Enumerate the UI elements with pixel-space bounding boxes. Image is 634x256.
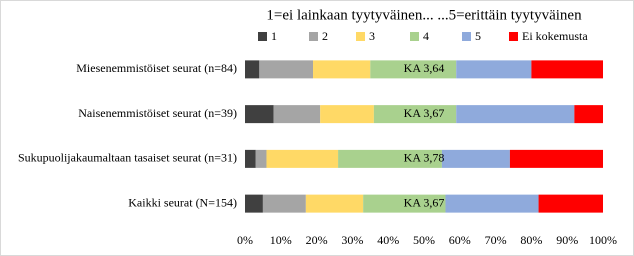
x-tick-label: 20% [306, 233, 328, 247]
legend-label: 2 [322, 29, 328, 43]
legend-swatch [509, 32, 518, 41]
bar-segment [445, 194, 539, 213]
bar-segment [363, 194, 446, 213]
x-tick-label: 10% [270, 233, 292, 247]
bar-segment [320, 105, 374, 124]
bar-segment [338, 149, 442, 168]
y-tick-label: Naisenemmistöiset seurat (n=39) [78, 106, 237, 120]
x-tick-label: 40% [377, 233, 399, 247]
bar-segment [259, 60, 314, 79]
legend-label: 5 [475, 29, 481, 43]
bar-segment [456, 60, 532, 79]
bar-segment [370, 60, 457, 79]
bar-annotation: KA 3,67 [404, 195, 445, 209]
bar-annotation: KA 3,78 [404, 151, 445, 165]
bar-segment [538, 194, 603, 213]
bar-segment [305, 194, 364, 213]
bar-segment [313, 60, 371, 79]
y-tick-label: Kaikki seurat (N=154) [128, 195, 237, 209]
bar-segment [255, 149, 267, 168]
legend-label: 1 [271, 29, 277, 43]
bar-segment [373, 105, 457, 124]
legend-swatch [309, 32, 318, 41]
y-tick-label: Sukupuolijakaumaltaan tasaiset seurat (n… [18, 151, 237, 165]
x-tick-label: 30% [341, 233, 363, 247]
bar-segment [456, 105, 575, 124]
bar-annotation: KA 3,67 [404, 106, 445, 120]
bar-annotation: KA 3,64 [404, 61, 445, 75]
legend-swatch [356, 32, 365, 41]
x-tick-label: 90% [556, 233, 578, 247]
bar-segment [574, 105, 603, 124]
bar-segment [531, 60, 603, 79]
bar-segment [509, 149, 603, 168]
legend-label: Ei kokemusta [522, 29, 588, 43]
bar-segment [245, 194, 263, 213]
legend-swatch [410, 32, 419, 41]
x-tick-label: 50% [413, 233, 435, 247]
bar-segment [245, 149, 256, 168]
bar-segment [273, 105, 321, 124]
legend-swatch [258, 32, 267, 41]
x-tick-label: 60% [449, 233, 471, 247]
y-tick-label: Miesenemmistöiset seurat (n=84) [76, 61, 237, 75]
x-tick-label: 0% [237, 233, 253, 247]
bar-segment [245, 105, 274, 124]
legend-swatch [462, 32, 471, 41]
x-tick-label: 80% [520, 233, 542, 247]
bar-segment [266, 149, 339, 168]
x-tick-label: 70% [485, 233, 507, 247]
bar-segment [441, 149, 510, 168]
legend-label: 3 [369, 29, 375, 43]
chart-title: 1=ei lainkaan tyytyväinen... ...5=erittä… [266, 7, 582, 23]
bar-segment [245, 60, 260, 79]
legend-label: 4 [423, 29, 429, 43]
x-tick-label: 100% [589, 233, 617, 247]
bar-segment [262, 194, 306, 213]
